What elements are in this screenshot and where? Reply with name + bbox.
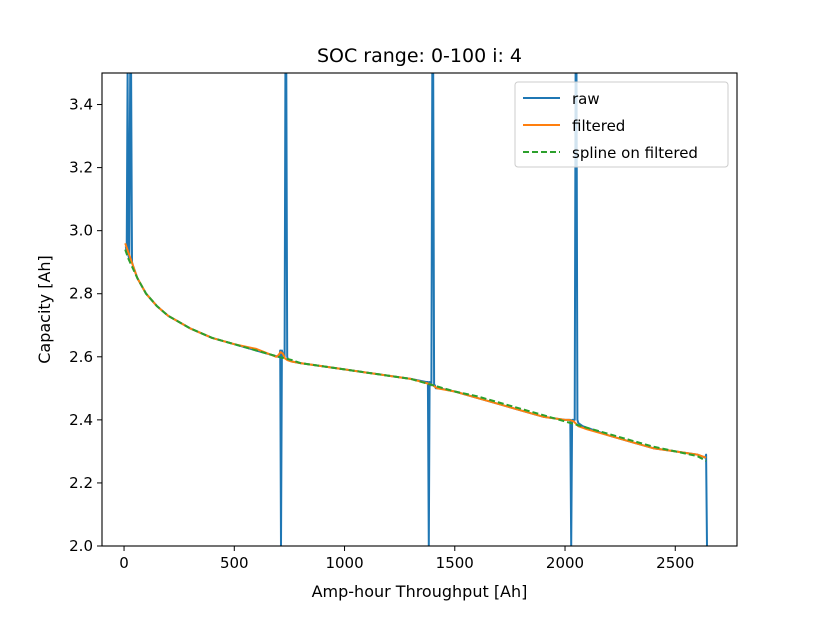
y-axis: 2.0 2.2 2.4 2.6 2.8 3.0 3.2 3.4 (69, 96, 102, 555)
series-layer (124, 73, 708, 546)
x-tick-label: 0 (119, 554, 129, 572)
y-tick-label: 2.4 (69, 411, 93, 429)
x-tick-label: 2500 (656, 554, 694, 572)
x-tick-label: 1000 (325, 554, 363, 572)
x-tick-label: 500 (220, 554, 249, 572)
y-tick-label: 2.2 (69, 474, 93, 492)
y-tick-label: 2.0 (69, 537, 93, 555)
legend-label: spline on filtered (572, 144, 698, 162)
legend-label: filtered (572, 117, 625, 135)
y-tick-label: 3.0 (69, 222, 93, 240)
y-tick-label: 2.6 (69, 348, 93, 366)
legend-box (514, 81, 729, 168)
y-tick-label: 3.4 (69, 96, 93, 114)
series-line-spline-on-filtered (124, 249, 707, 462)
y-tick-label: 2.8 (69, 285, 93, 303)
x-tick-label: 1500 (436, 554, 474, 572)
x-axis: 0 500 1000 1500 2000 2500 (119, 546, 694, 572)
legend-label: raw (572, 90, 600, 108)
series-line-filtered (124, 242, 707, 459)
y-axis-label: Capacity [Ah] (35, 255, 54, 364)
plot-frame (101, 72, 738, 547)
x-tick-label: 2000 (546, 554, 584, 572)
legend: raw filtered spline on filtered (514, 81, 729, 168)
y-tick-label: 3.2 (69, 159, 93, 177)
x-axis-label: Amp-hour Throughput [Ah] (312, 582, 528, 601)
chart-title: SOC range: 0-100 i: 4 (317, 45, 522, 67)
